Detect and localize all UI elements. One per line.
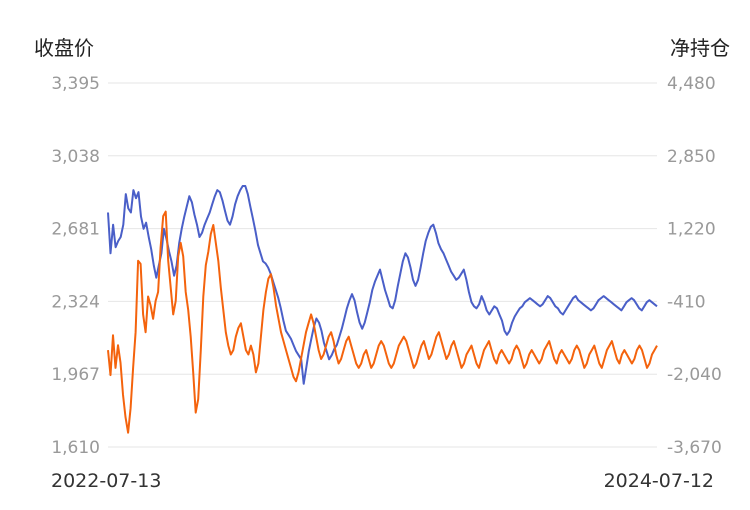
right-tick-label: 4,480 (667, 74, 716, 94)
left-tick-label: 1,610 (51, 438, 100, 458)
left-tick-label: 1,967 (51, 365, 100, 385)
right-axis-ticks: 4,480 2,850 1,220 -410 -2,040 -3,670 (667, 74, 722, 458)
close-price-line (107, 185, 658, 385)
left-tick-label: 3,038 (51, 147, 100, 167)
right-axis-title: 净持仓 (670, 36, 730, 60)
grid-lines (108, 82, 657, 448)
right-tick-label: 1,220 (667, 220, 716, 240)
left-tick-label: 2,324 (51, 292, 100, 312)
right-tick-label: -2,040 (667, 365, 722, 385)
x-tick-end: 2024-07-12 (603, 470, 714, 492)
right-tick-label: 2,850 (667, 147, 716, 167)
x-tick-start: 2022-07-13 (51, 470, 162, 492)
left-axis-ticks: 3,395 3,038 2,681 2,324 1,967 1,610 (51, 74, 100, 458)
right-tick-label: -410 (667, 292, 706, 312)
left-tick-label: 2,681 (51, 220, 100, 240)
left-axis-title: 收盘价 (34, 36, 94, 60)
right-tick-label: -3,670 (667, 438, 722, 458)
series-lines (107, 185, 658, 434)
left-tick-label: 3,395 (51, 74, 100, 94)
net-position-line (107, 210, 658, 434)
